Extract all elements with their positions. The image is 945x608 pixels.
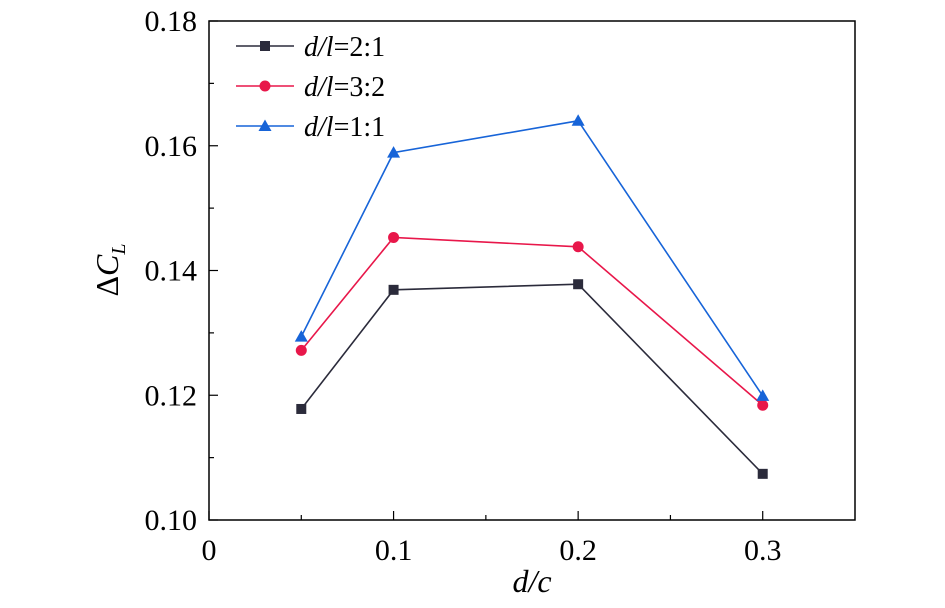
y-axis-title: ΔCL — [89, 243, 130, 296]
y-tick-label: 0.16 — [145, 130, 198, 163]
x-tick-label: 0 — [202, 534, 217, 567]
data-point — [571, 114, 585, 126]
x-axis-title: d/c — [512, 563, 551, 599]
data-point — [388, 284, 399, 295]
y-tick-label: 0.18 — [145, 5, 198, 38]
data-point — [573, 279, 584, 290]
data-point — [295, 344, 307, 356]
series-line — [300, 283, 764, 475]
series-3 — [294, 114, 770, 401]
data-point — [388, 231, 400, 243]
y-tick-label: 0.10 — [145, 504, 198, 537]
data-point — [387, 146, 401, 158]
legend-label: d/l=1:1 — [304, 112, 385, 143]
data-point — [572, 241, 584, 253]
data-point — [294, 330, 308, 342]
legend-label: d/l=2:1 — [304, 32, 385, 63]
x-tick-label: 0.2 — [559, 534, 597, 567]
series-line — [300, 119, 764, 397]
series-line — [300, 236, 764, 406]
legend-marker — [258, 119, 272, 131]
x-tick-label: 0.3 — [744, 534, 782, 567]
axis-titles: d/c ΔCL — [89, 243, 552, 599]
series-1 — [296, 279, 768, 479]
legend: d/l=2:1 d/l=3:2 d/l=1:1 — [236, 32, 385, 143]
series-2 — [295, 231, 769, 411]
axes: 0.10 0.12 0.14 0.16 0.18 0 0.1 0.2 0.3 — [145, 5, 856, 567]
legend-label: d/l=3:2 — [304, 72, 385, 103]
data-point — [757, 468, 768, 479]
legend-marker — [259, 80, 271, 92]
legend-marker — [260, 41, 270, 51]
data-point — [756, 389, 770, 401]
data-point — [757, 399, 769, 411]
y-tick-label: 0.12 — [145, 379, 198, 412]
series-layer — [294, 114, 770, 479]
data-point — [296, 403, 307, 414]
y-tick-label: 0.14 — [145, 255, 198, 288]
x-tick-label: 0.1 — [375, 534, 413, 567]
